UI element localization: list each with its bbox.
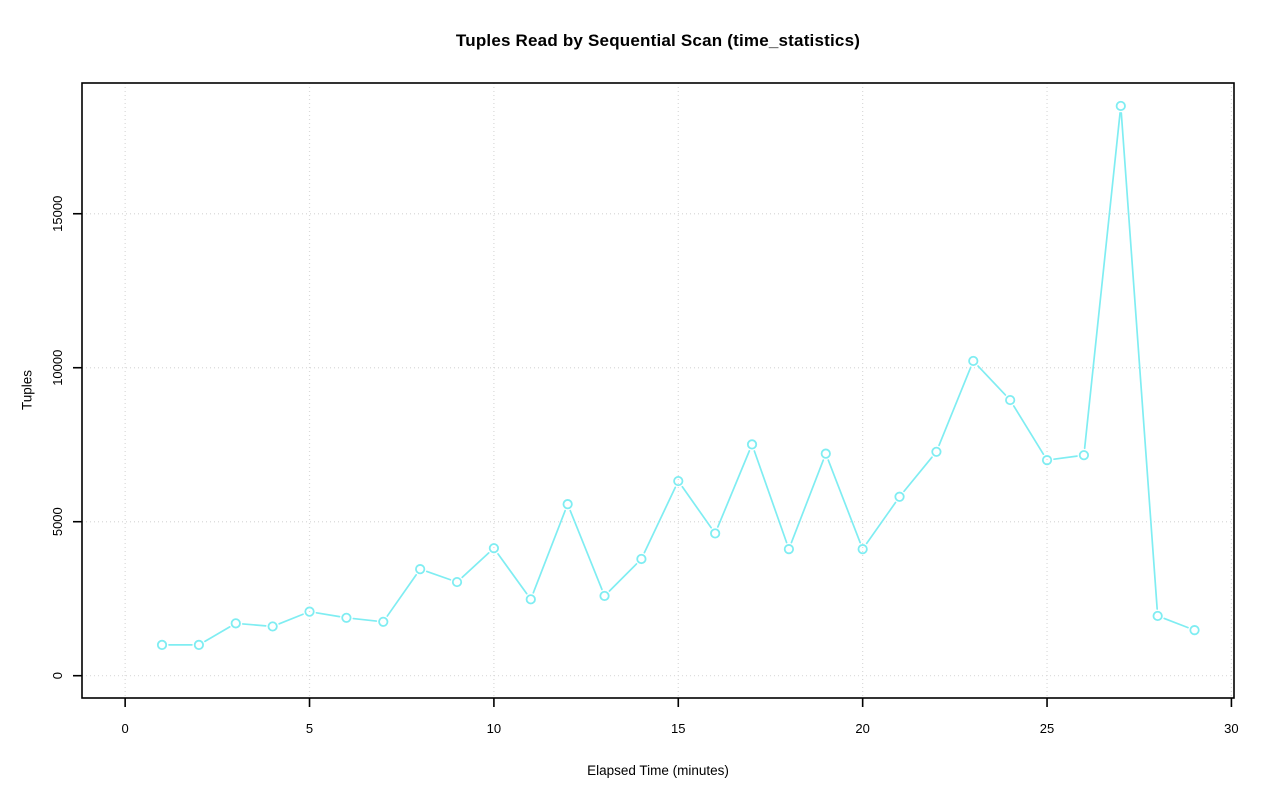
data-point <box>599 590 610 602</box>
data-point <box>857 544 868 555</box>
series-segment <box>1163 617 1189 629</box>
data-point <box>341 612 352 623</box>
series-segment <box>790 459 825 544</box>
data-point <box>968 355 979 367</box>
series-segment <box>1012 405 1045 456</box>
series-segment <box>1053 455 1078 461</box>
data-point <box>746 439 758 450</box>
x-tick-label: 10 <box>487 721 501 736</box>
series-segment <box>569 509 603 591</box>
grid-lines <box>82 83 1234 698</box>
series-segment <box>608 563 638 592</box>
series-segment <box>461 552 490 579</box>
data-series <box>156 100 1200 651</box>
data-point <box>488 543 500 554</box>
y-axis-label: Tuples <box>19 369 35 411</box>
data-point <box>193 639 204 651</box>
data-point <box>525 594 536 605</box>
chart-title: Tuples Read by Sequential Scan (time_sta… <box>455 31 861 50</box>
series-segment <box>1120 112 1159 610</box>
series-segment <box>977 365 1007 396</box>
series-segment <box>903 456 933 493</box>
series-segment <box>1083 112 1121 450</box>
data-point <box>1078 450 1090 461</box>
data-point <box>820 448 831 459</box>
series-segment <box>532 509 566 594</box>
series-segment <box>716 450 751 528</box>
x-tick-label: 30 <box>1224 721 1238 736</box>
data-point <box>783 544 795 555</box>
series-segment <box>753 450 788 544</box>
axis-ticks <box>73 212 1233 707</box>
data-point <box>1152 610 1163 622</box>
data-point <box>1189 625 1200 636</box>
series-segment <box>643 486 677 554</box>
x-tick-label: 15 <box>671 721 685 736</box>
x-tick-label: 0 <box>122 721 129 736</box>
data-point <box>673 475 684 487</box>
series-segment <box>204 626 231 643</box>
x-tick-label: 25 <box>1040 721 1054 736</box>
x-tick-label: 20 <box>855 721 869 736</box>
tick-labels: 0 5 10 15 20 25 30 0 5000 10000 15000 <box>50 196 1239 736</box>
series-segment <box>865 501 897 545</box>
data-point <box>415 564 426 575</box>
data-point <box>1005 394 1016 406</box>
data-point <box>636 553 647 565</box>
data-point <box>710 528 721 539</box>
data-point <box>230 618 241 629</box>
series-segment <box>352 617 378 622</box>
series-segment <box>681 485 712 529</box>
series-segment <box>278 613 304 625</box>
data-point <box>267 621 278 632</box>
data-point <box>1041 455 1053 466</box>
data-point <box>156 639 168 651</box>
data-point <box>451 576 463 588</box>
y-tick-label: 15000 <box>50 196 65 232</box>
data-point <box>931 446 942 457</box>
series-segment <box>386 574 417 617</box>
data-point <box>378 616 389 627</box>
x-tick-label: 5 <box>306 721 313 736</box>
x-axis-label: Elapsed Time (minutes) <box>587 763 729 778</box>
data-point <box>562 499 573 510</box>
series-segment <box>425 570 452 581</box>
plot-box <box>81 82 1235 699</box>
data-point <box>894 491 905 502</box>
y-tick-label: 10000 <box>50 350 65 386</box>
y-tick-label: 0 <box>50 672 65 679</box>
series-segment <box>315 611 341 618</box>
data-point <box>1115 100 1126 112</box>
data-point <box>304 606 315 617</box>
series-segment <box>241 623 267 627</box>
series-segment <box>938 366 972 447</box>
series-segment <box>827 459 861 544</box>
y-tick-label: 5000 <box>50 507 65 536</box>
series-segment <box>497 553 528 595</box>
